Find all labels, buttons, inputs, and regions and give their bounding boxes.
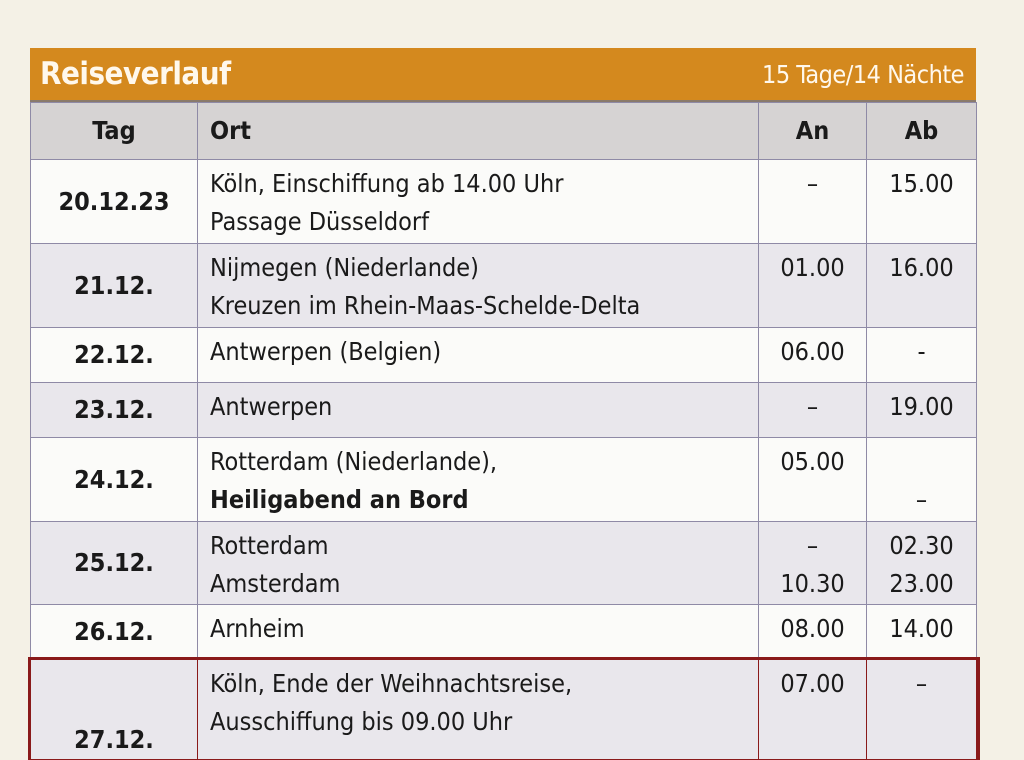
place-cell-line: Nijmegen (Niederlande) bbox=[210, 253, 479, 282]
arrival-cell-line: 07.00 bbox=[780, 669, 845, 698]
arrival-cell-line: – bbox=[806, 392, 819, 421]
arrival-cell: 06.00 bbox=[758, 327, 867, 383]
place-cell-line: Kreuzen im Rhein-Maas-Schelde-Delta bbox=[210, 291, 641, 320]
departure-cell-line: 23.00 bbox=[889, 569, 954, 598]
departure-cell: 16.00 bbox=[866, 243, 977, 328]
departure-cell-line: – bbox=[915, 485, 928, 514]
column-header-tag: Tag bbox=[30, 102, 198, 160]
day-cell: 27.12. bbox=[30, 659, 198, 760]
place-cell-line: Rotterdam bbox=[210, 531, 329, 560]
table-row: 23.12. Antwerpen – 19.00 bbox=[30, 382, 977, 438]
itinerary-banner: Reiseverlauf 15 Tage/14 Nächte bbox=[30, 48, 976, 102]
departure-cell: - bbox=[866, 327, 977, 383]
place-cell-line: Rotterdam (Niederlande), bbox=[210, 447, 498, 476]
place-cell: Nijmegen (Niederlande) Kreuzen im Rhein-M… bbox=[197, 243, 759, 328]
day-cell: 26.12. bbox=[30, 604, 198, 660]
departure-cell-line: 19.00 bbox=[889, 392, 954, 421]
place-cell-line: Ausschiffung bis 09.00 Uhr bbox=[210, 707, 513, 736]
place-cell: Antwerpen (Belgien) bbox=[197, 327, 759, 383]
arrival-cell: – bbox=[758, 159, 867, 244]
departure-cell: 14.00 bbox=[866, 604, 977, 660]
place-cell: Rotterdam Amsterdam bbox=[197, 521, 759, 605]
departure-cell: 02.30 23.00 bbox=[866, 521, 977, 605]
place-cell-line: Amsterdam bbox=[210, 569, 341, 598]
arrival-cell-line: 08.00 bbox=[780, 614, 845, 643]
arrival-cell: – 10.30 bbox=[758, 521, 867, 605]
arrival-cell-line: 06.00 bbox=[780, 337, 845, 366]
place-cell: Köln, Einschiffung ab 14.00 Uhr Passage D… bbox=[197, 159, 759, 244]
day-cell: 24.12. bbox=[30, 437, 198, 522]
column-header-ort: Ort bbox=[197, 102, 759, 160]
table-row: 24.12. Rotterdam (Niederlande), Heiligaben… bbox=[30, 437, 977, 522]
arrival-cell: 01.00 bbox=[758, 243, 867, 328]
table-row: 27.12. Köln, Ende der Weihnachtsreise, Aus… bbox=[27, 656, 980, 760]
arrival-cell: 07.00 bbox=[758, 659, 867, 760]
departure-cell-line: - bbox=[917, 337, 926, 366]
day-cell: 21.12. bbox=[30, 243, 198, 328]
place-cell-line: Köln, Ende der Weihnachtsreise, bbox=[210, 669, 573, 698]
arrival-cell-line: – bbox=[806, 531, 819, 560]
departure-cell: 19.00 bbox=[866, 382, 977, 438]
arrival-cell: – bbox=[758, 382, 867, 438]
column-header-ab: Ab bbox=[866, 102, 977, 160]
departure-cell-line: 02.30 bbox=[889, 531, 954, 560]
departure-cell-line: 14.00 bbox=[889, 614, 954, 643]
place-cell-line: Passage Düsseldorf bbox=[210, 207, 430, 236]
departure-cell-line: 16.00 bbox=[889, 253, 954, 282]
departure-cell-line bbox=[879, 443, 964, 481]
place-cell: Arnheim bbox=[197, 604, 759, 660]
column-header-an: An bbox=[758, 102, 867, 160]
table-row: 21.12. Nijmegen (Niederlande) Kreuzen im R… bbox=[30, 243, 977, 328]
trip-duration: 15 Tage/14 Nächte bbox=[762, 59, 964, 89]
place-cell-line: Heiligabend an Bord bbox=[210, 485, 469, 514]
itinerary: Reiseverlauf 15 Tage/14 Nächte Tag Ort A… bbox=[27, 48, 980, 760]
arrival-cell: 08.00 bbox=[758, 604, 867, 660]
itinerary-table: Tag Ort An Ab 20.12.23 Köln, Einschiffung… bbox=[27, 102, 980, 760]
departure-cell: – bbox=[866, 659, 977, 760]
place-cell-line: Antwerpen bbox=[210, 392, 333, 421]
arrival-cell-line: – bbox=[806, 169, 819, 198]
place-cell: Köln, Ende der Weihnachtsreise, Ausschiff… bbox=[197, 659, 759, 760]
header-row: Tag Ort An Ab bbox=[30, 102, 977, 160]
place-cell: Antwerpen bbox=[197, 382, 759, 438]
arrival-cell-line: 05.00 bbox=[780, 447, 845, 476]
day-cell: 20.12.23 bbox=[30, 159, 198, 244]
place-cell: Rotterdam (Niederlande), Heiligabend an B… bbox=[197, 437, 759, 522]
day-cell: 22.12. bbox=[30, 327, 198, 383]
day-cell: 23.12. bbox=[30, 382, 198, 438]
departure-cell: – bbox=[866, 437, 977, 522]
departure-cell: 15.00 bbox=[866, 159, 977, 244]
itinerary-title: Reiseverlauf bbox=[40, 56, 231, 92]
day-cell: 25.12. bbox=[30, 521, 198, 605]
table-row: 25.12. Rotterdam Amsterdam – 10.30 02.30 23.00 bbox=[30, 521, 977, 605]
place-cell-line: Köln, Einschiffung ab 14.00 Uhr bbox=[210, 169, 564, 198]
table-row: 20.12.23 Köln, Einschiffung ab 14.00 Uhr P… bbox=[30, 159, 977, 244]
departure-cell-line: 15.00 bbox=[889, 169, 954, 198]
arrival-cell-line: 10.30 bbox=[780, 569, 845, 598]
table-row: 26.12. Arnheim 08.00 14.00 bbox=[30, 604, 977, 660]
departure-cell-line: – bbox=[915, 669, 928, 698]
arrival-cell-line: 01.00 bbox=[780, 253, 845, 282]
place-cell-line: Antwerpen (Belgien) bbox=[210, 337, 442, 366]
arrival-cell: 05.00 bbox=[758, 437, 867, 522]
table-row: 22.12. Antwerpen (Belgien) 06.00 - bbox=[30, 327, 977, 383]
place-cell-line: Arnheim bbox=[210, 614, 305, 643]
